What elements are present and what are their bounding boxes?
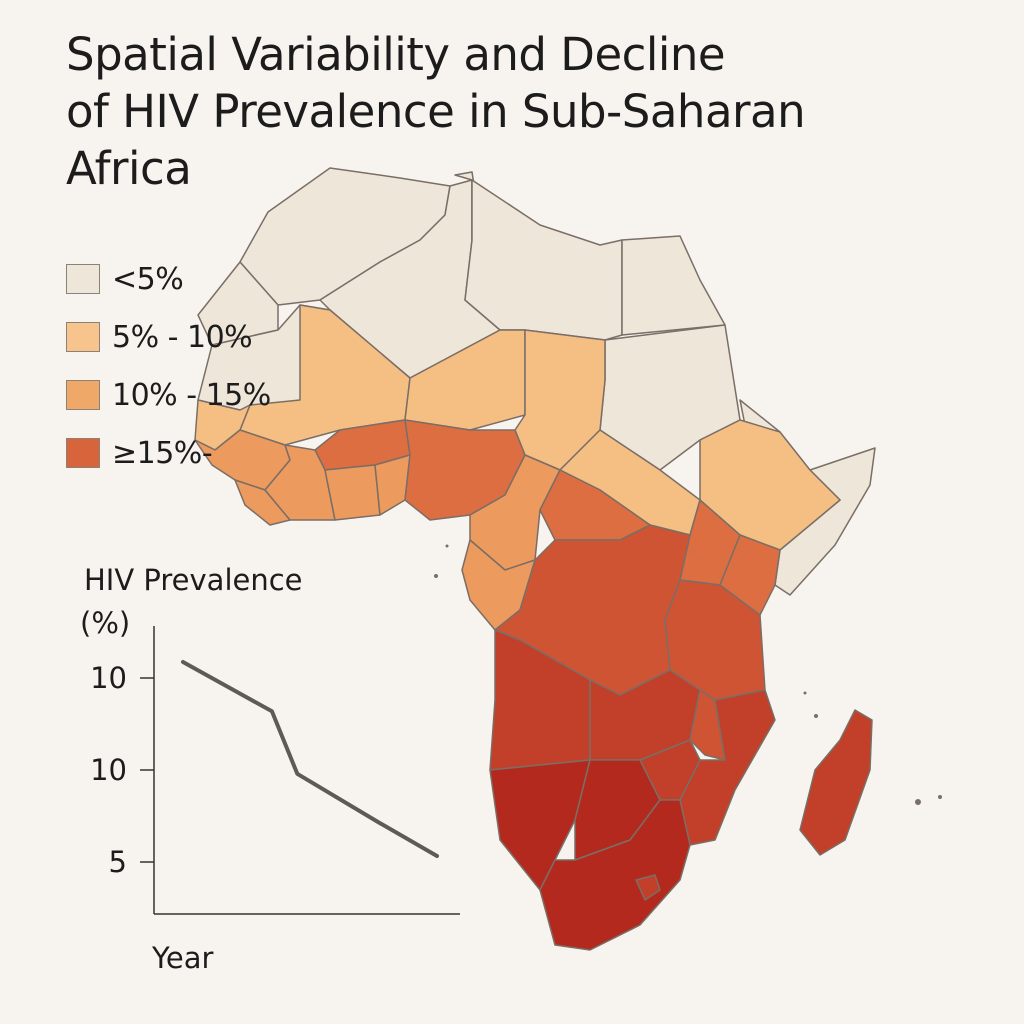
legend-swatch [66, 264, 100, 294]
region-sierra-leone-liberia [234, 479, 291, 526]
title-line-2: of HIV Prevalence in Sub-Saharan [66, 85, 806, 138]
chart-xlabel: Year [151, 941, 213, 975]
region-madagascar [799, 709, 873, 856]
chart-y-tick-label: 10 [90, 661, 127, 695]
chart-y-tick-label: 10 [90, 753, 127, 787]
region-south-africa [539, 799, 691, 951]
chart-ylabel-line-1: HIV Prevalence [84, 563, 303, 597]
legend-item-10-15: 10% - 15% [66, 366, 271, 424]
region-lesotho [635, 874, 661, 901]
legend-label: 10% - 15% [112, 377, 271, 413]
region-mali [239, 304, 411, 446]
map-title: Spatial Variability and Decline of HIV P… [66, 26, 926, 197]
region-zimbabwe [639, 739, 701, 801]
legend-swatch [66, 438, 100, 468]
legend-label: <5% [112, 261, 184, 297]
legend-item-5-10: 5% - 10% [66, 308, 271, 366]
legend-swatch [66, 380, 100, 410]
small-islands [434, 544, 942, 805]
legend-label: ≥15%- [112, 435, 213, 471]
title-line-1: Spatial Variability and Decline [66, 28, 726, 81]
legend-item-lt5: <5% [66, 250, 271, 308]
legend-label: 5% - 10% [112, 319, 253, 355]
region-ivory-coast [264, 444, 336, 521]
legend: <5% 5% - 10% 10% - 15% ≥15%- [66, 250, 271, 482]
region-mozambique [679, 689, 776, 846]
legend-item-gte15: ≥15%- [66, 424, 271, 482]
legend-swatch [66, 322, 100, 352]
chart-y-tick-label: 5 [109, 845, 127, 879]
title-line-3: Africa [66, 142, 192, 195]
region-egypt [621, 235, 726, 336]
chart-ylabel-line-2: (%) [80, 606, 130, 640]
series-line [181, 660, 439, 858]
